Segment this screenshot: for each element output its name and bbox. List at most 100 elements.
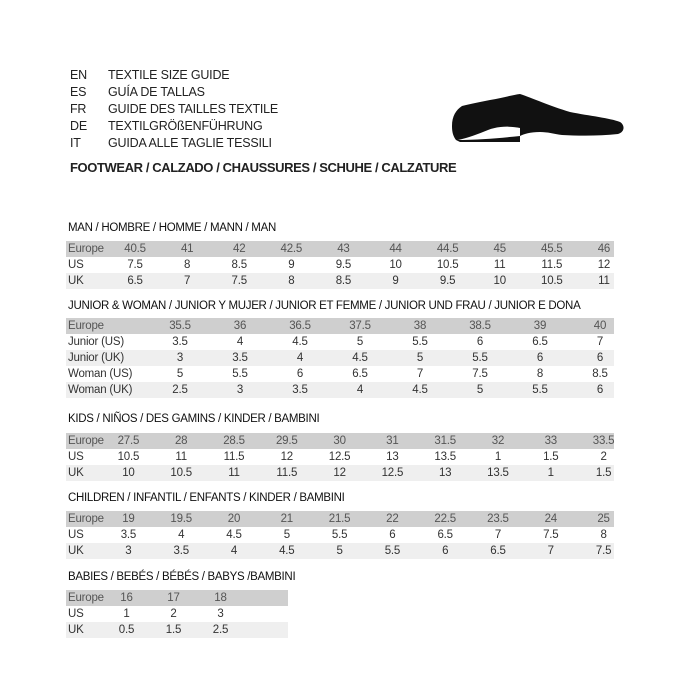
size-cell: 8.5: [335, 275, 352, 287]
size-cell: 12: [280, 451, 294, 463]
size-cell: 3: [217, 608, 224, 620]
size-cell: 5.5: [331, 529, 348, 541]
size-cell: 42: [233, 243, 246, 255]
size-cell: 7: [184, 275, 191, 287]
language-code: EN: [70, 68, 87, 82]
size-cell: 25: [597, 513, 610, 525]
table-row: Junior (UK) 3 3.5 4 4.5 5 5.5 6 6: [66, 350, 614, 366]
size-cell: 7: [547, 545, 554, 557]
size-cell: 1: [547, 467, 554, 479]
size-cell: 7.5: [231, 275, 248, 287]
size-cell: 4: [230, 545, 238, 557]
size-cell: 11.5: [541, 259, 563, 271]
size-cell: 3: [236, 384, 244, 396]
table-row: UK 10 10.5 11 11.5 12 12.5 13 13.5 1 1.5: [66, 465, 614, 481]
table-row: Woman (UK) 2.5 3 3.5 4 4.5 5 5.5 6: [66, 382, 614, 398]
size-cell: 7: [416, 368, 424, 380]
size-cell: 6.5: [127, 275, 143, 287]
size-cell: 2.5: [172, 384, 188, 396]
size-cell: 45: [493, 243, 507, 255]
size-table: Europe 35.5 36 36.5 37.5 38 38.5 39 40 Junior (US…: [66, 318, 614, 398]
size-cell: 6: [596, 384, 604, 396]
language-code: FR: [70, 102, 87, 116]
size-cell: 11: [175, 451, 187, 463]
size-cell: 19.5: [170, 513, 192, 525]
size-cell: 5: [416, 352, 424, 364]
row-label: UK: [68, 275, 84, 287]
size-cell: 44: [389, 243, 402, 255]
size-cell: 22: [386, 513, 399, 525]
size-cell: 4.5: [292, 336, 308, 348]
size-cell: 41: [180, 243, 194, 255]
row-label: US: [68, 451, 84, 463]
table-row: US 7.5 8 8.5 9 9.5 10 10.5 11 11.5 12: [66, 257, 614, 273]
size-cell: 29.5: [275, 435, 298, 447]
size-table: Europe 40.5 41 42 42.5 43 44 44.5 45 45.5 46 US 7.5 8…: [66, 241, 614, 289]
size-cell: 5.5: [232, 368, 248, 380]
size-cell: 32: [491, 435, 505, 447]
row-label: US: [68, 529, 84, 541]
section-title: MAN / HOMBRE / HOMME / MANN / MAN: [68, 222, 276, 234]
language-line: IT GUIDA ALLE TAGLIE TESSILI: [70, 135, 278, 152]
size-cell: 11: [598, 275, 610, 287]
size-cell: 4: [296, 352, 304, 364]
size-cell: 4: [178, 529, 185, 541]
size-cell: 40.5: [124, 243, 146, 255]
size-cell: 23.5: [487, 513, 509, 525]
size-cell: 5.5: [384, 545, 401, 557]
size-cell: 8: [184, 259, 191, 271]
language-title: GUÍA DE TALLAS: [108, 85, 205, 99]
language-title: GUIDA ALLE TAGLIE TESSILI: [108, 136, 272, 150]
row-label: US: [68, 259, 84, 271]
size-cell: 6: [476, 336, 484, 348]
section-title: CHILDREN / INFANTIL / ENFANTS / KINDER /…: [68, 492, 345, 504]
size-cell: 4.5: [279, 545, 295, 557]
size-cell: 2: [170, 608, 177, 620]
row-label: Woman (US): [68, 368, 133, 380]
language-line: FR GUIDE DES TAILLES TEXTILE: [70, 101, 278, 118]
size-cell: 5: [476, 384, 484, 396]
size-cell: 10: [493, 275, 507, 287]
size-cell: 12.5: [381, 467, 404, 479]
row-label: Europe: [68, 435, 104, 447]
size-cell: 31.5: [434, 435, 456, 447]
row-label: Junior (UK): [68, 352, 124, 364]
table-row: US 1 2 3: [66, 606, 288, 622]
size-cell: 20: [227, 513, 241, 525]
size-cell: 9.5: [439, 275, 456, 287]
size-cell: 7.5: [127, 259, 143, 271]
footwear-heading: FOOTWEAR / CALZADO / CHAUSSURES / SCHUHE…: [70, 160, 457, 175]
size-cell: 6.5: [532, 336, 548, 348]
size-cell: 4.5: [352, 352, 368, 364]
table-row: Woman (US) 5 5.5 6 6.5 7 7.5 8 8.5: [66, 366, 614, 382]
language-code: ES: [70, 85, 87, 99]
language-list: EN TEXTILE SIZE GUIDE ES GUÍA DE TALLAS FR GU…: [70, 67, 278, 152]
size-cell: 18: [214, 592, 227, 604]
size-cell: 13.5: [434, 451, 456, 463]
size-cell: 33: [544, 435, 558, 447]
size-cell: 37.5: [349, 320, 371, 332]
size-cell: 21: [280, 513, 294, 525]
row-label: Woman (UK): [68, 384, 133, 396]
size-cell: 2: [600, 451, 607, 463]
size-cell: 12.5: [328, 451, 351, 463]
table-row: UK 6.5 7 7.5 8 8.5 9 9.5 10 10.5 11: [66, 273, 614, 289]
size-cell: 38: [413, 320, 427, 332]
size-cell: 1.5: [543, 451, 559, 463]
size-cell: 17: [167, 592, 180, 604]
size-cell: 1.5: [595, 467, 612, 479]
size-cell: 11.5: [223, 451, 245, 463]
table-row: Europe 35.5 36 36.5 37.5 38 38.5 39 40: [66, 318, 614, 334]
row-label: Junior (US): [68, 336, 124, 348]
section-title: KIDS / NIÑOS / DES GAMINS / KINDER / BAM…: [68, 413, 320, 425]
size-cell: 13: [438, 467, 452, 479]
table-row: US 3.5 4 4.5 5 5.5 6 6.5 7 7.5 8: [66, 527, 614, 543]
size-cell: 6.5: [437, 529, 453, 541]
size-cell: 33.5: [592, 435, 615, 447]
language-line: ES GUÍA DE TALLAS: [70, 84, 278, 101]
size-cell: 0.5: [118, 624, 135, 636]
row-label: Europe: [68, 513, 104, 525]
size-cell: 42.5: [280, 243, 303, 255]
table-row: Junior (US) 3.5 4 4.5 5 5.5 6 6.5 7: [66, 334, 614, 350]
